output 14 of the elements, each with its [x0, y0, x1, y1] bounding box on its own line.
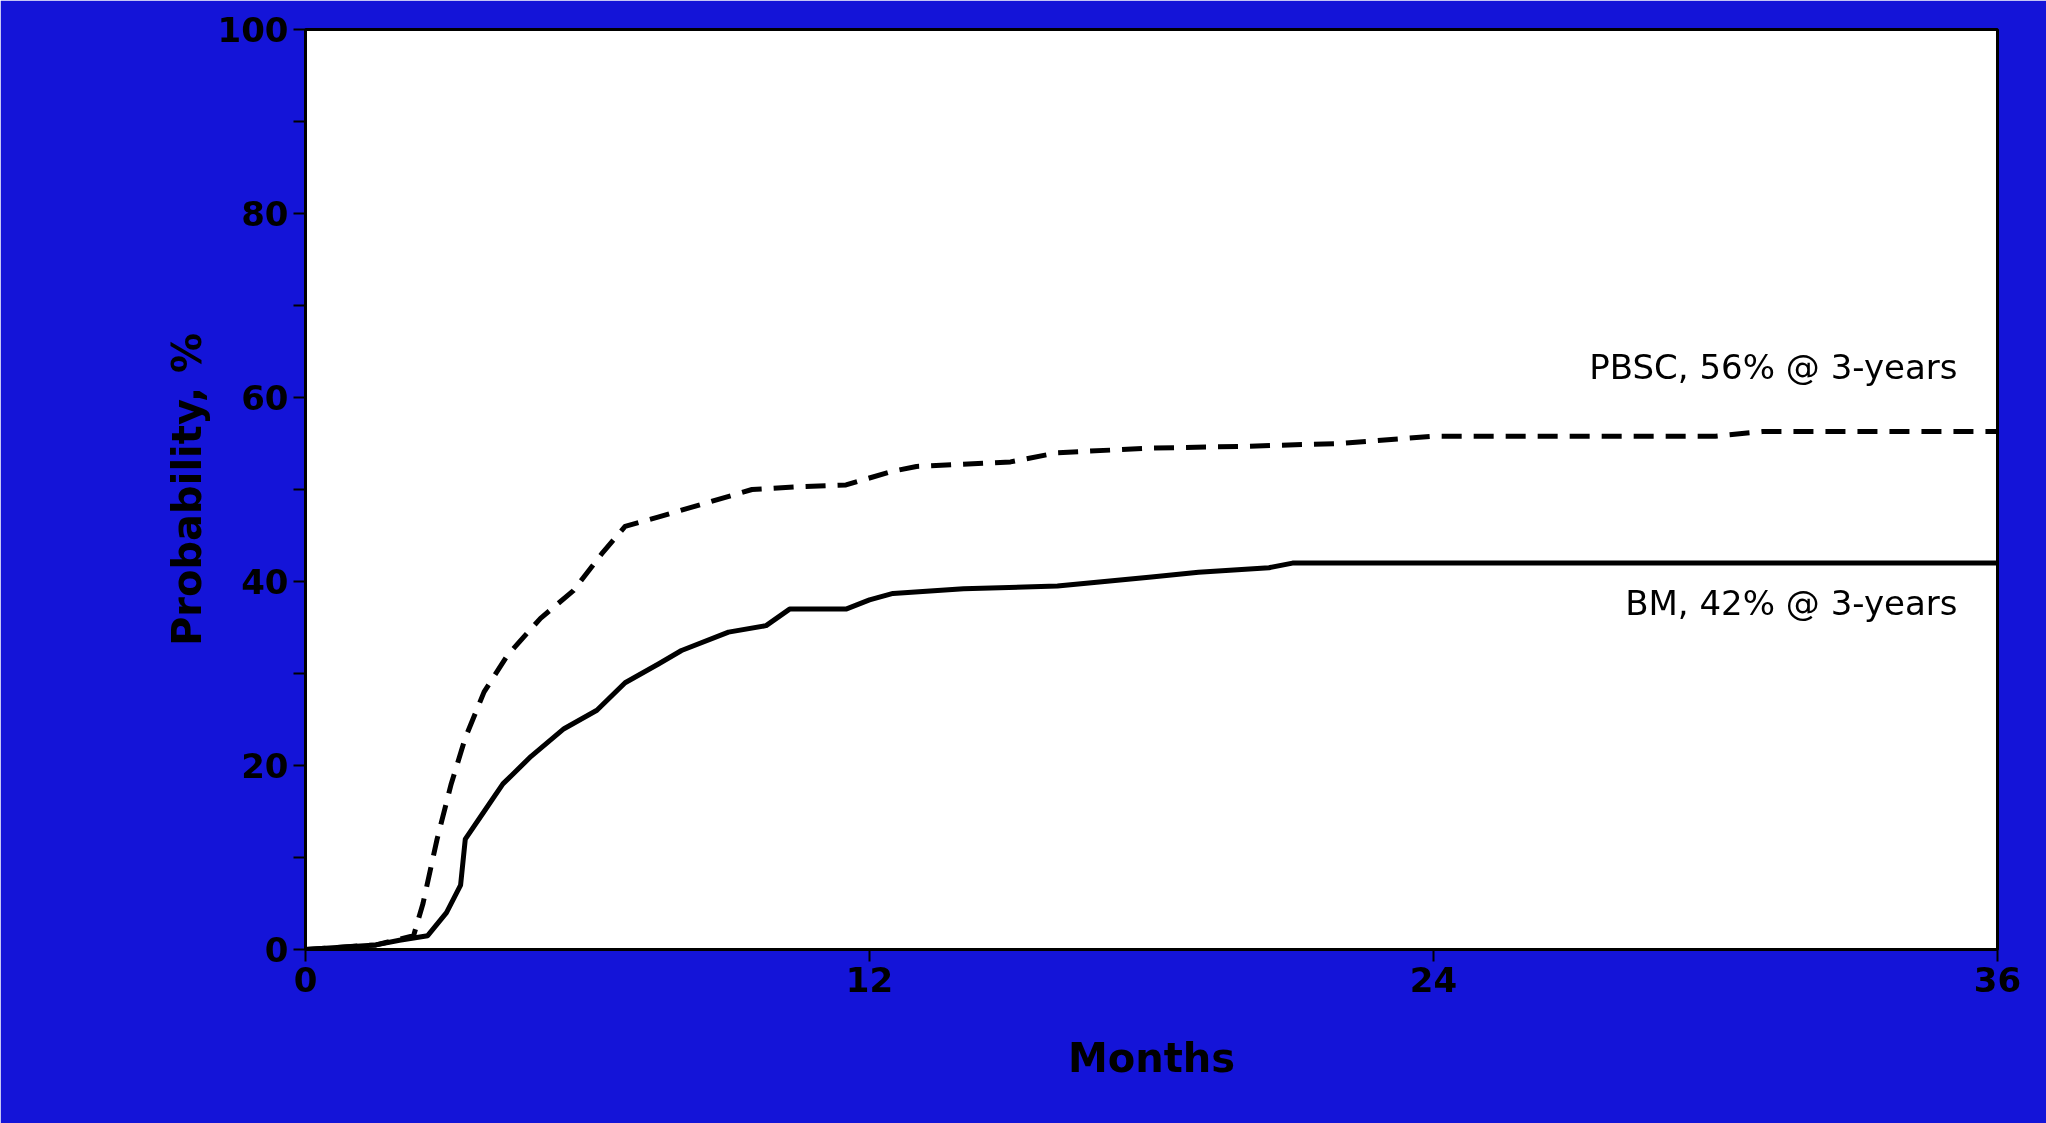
y-axis-title: Probability, % — [163, 332, 210, 647]
y-tick-label: 0 — [264, 930, 289, 970]
annotation: BM, 42% @ 3-years — [1625, 583, 1958, 624]
y-tick-label: 100 — [217, 10, 289, 50]
annotation: PBSC, 56% @ 3-years — [1589, 346, 1958, 387]
y-tick-label: 60 — [241, 378, 289, 418]
x-tick-label: 24 — [1409, 959, 1458, 1000]
x-tick-label: 12 — [845, 959, 894, 1000]
y-tick-label: 80 — [241, 194, 289, 234]
x-tick-label: 0 — [293, 959, 318, 1000]
y-tick-label: 40 — [241, 562, 289, 602]
y-tick-label: 20 — [241, 746, 289, 786]
x-tick-label: 36 — [1973, 959, 2022, 1000]
x-axis-title: Months — [1067, 1034, 1236, 1081]
